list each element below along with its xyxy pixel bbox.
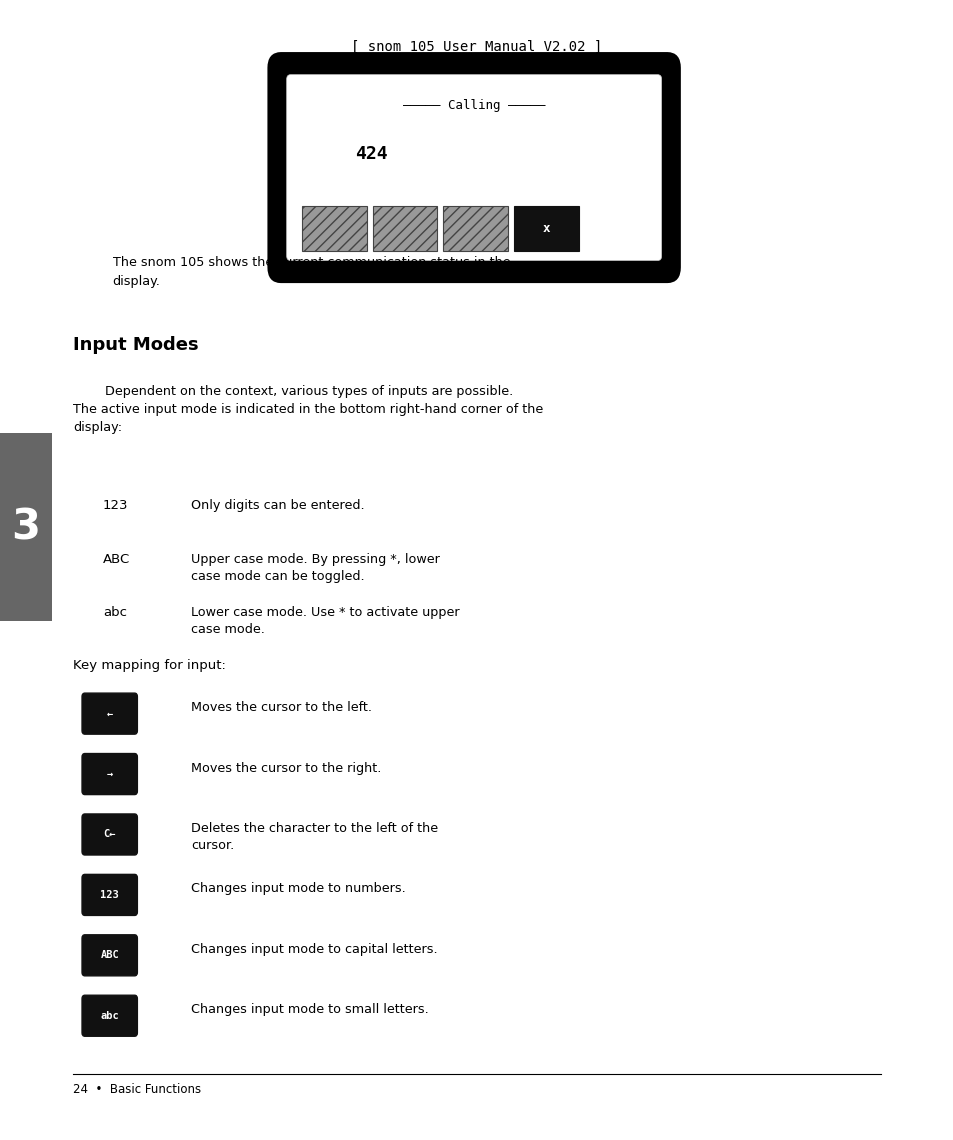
Bar bbox=[513, 205, 578, 252]
Bar bbox=[372, 205, 436, 252]
Bar bbox=[0, 433, 52, 621]
Text: →: → bbox=[107, 770, 112, 779]
Text: ————— Calling —————: ————— Calling ————— bbox=[402, 99, 545, 112]
Text: [ snom 105 User Manual V2.02 ]: [ snom 105 User Manual V2.02 ] bbox=[351, 40, 602, 54]
Text: Dependent on the context, various types of inputs are possible.
The active input: Dependent on the context, various types … bbox=[73, 385, 543, 434]
Text: Only digits can be entered.: Only digits can be entered. bbox=[191, 499, 364, 512]
FancyBboxPatch shape bbox=[82, 814, 137, 855]
Text: Lower case mode. Use * to activate upper
case mode.: Lower case mode. Use * to activate upper… bbox=[191, 606, 459, 636]
Text: abc: abc bbox=[103, 606, 127, 619]
Text: ABC: ABC bbox=[100, 951, 119, 960]
Text: Moves the cursor to the right.: Moves the cursor to the right. bbox=[191, 762, 381, 774]
FancyBboxPatch shape bbox=[82, 874, 137, 915]
Text: Deletes the character to the left of the
cursor.: Deletes the character to the left of the… bbox=[191, 822, 437, 852]
Text: Input Modes: Input Modes bbox=[73, 336, 199, 355]
FancyBboxPatch shape bbox=[286, 75, 661, 261]
FancyBboxPatch shape bbox=[82, 935, 137, 976]
Text: C←: C← bbox=[103, 830, 116, 839]
Text: 3: 3 bbox=[11, 507, 40, 548]
Text: ABC: ABC bbox=[103, 553, 131, 565]
Text: Changes input mode to capital letters.: Changes input mode to capital letters. bbox=[191, 943, 437, 955]
Text: abc: abc bbox=[100, 1011, 119, 1020]
Text: ←: ← bbox=[107, 709, 112, 718]
Text: The snom 105 shows the current communication status in the
display.: The snom 105 shows the current communica… bbox=[112, 256, 510, 287]
Text: Changes input mode to numbers.: Changes input mode to numbers. bbox=[191, 882, 405, 895]
FancyBboxPatch shape bbox=[82, 693, 137, 734]
Text: Changes input mode to small letters.: Changes input mode to small letters. bbox=[191, 1003, 428, 1016]
Text: 424: 424 bbox=[355, 145, 387, 163]
FancyBboxPatch shape bbox=[82, 754, 137, 795]
Text: x: x bbox=[542, 222, 549, 235]
Text: Key mapping for input:: Key mapping for input: bbox=[73, 659, 226, 671]
Text: 123: 123 bbox=[100, 890, 119, 899]
Bar bbox=[301, 205, 366, 252]
FancyBboxPatch shape bbox=[82, 995, 137, 1036]
Text: 123: 123 bbox=[103, 499, 129, 512]
Text: 24  •  Basic Functions: 24 • Basic Functions bbox=[73, 1083, 201, 1096]
Text: Upper case mode. By pressing *, lower
case mode can be toggled.: Upper case mode. By pressing *, lower ca… bbox=[191, 553, 439, 583]
Text: Moves the cursor to the left.: Moves the cursor to the left. bbox=[191, 701, 372, 714]
FancyBboxPatch shape bbox=[269, 55, 679, 282]
Bar bbox=[442, 205, 507, 252]
